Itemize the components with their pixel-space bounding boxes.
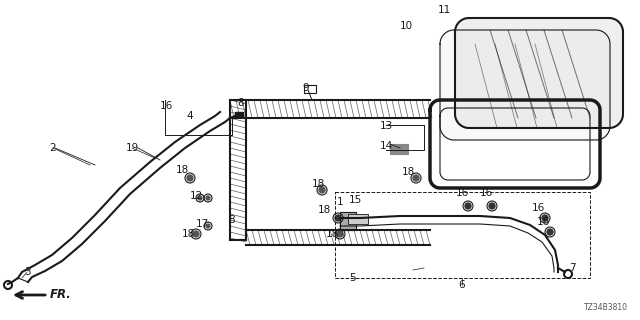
Text: TZ34B3810: TZ34B3810: [584, 303, 628, 312]
Bar: [348, 214, 368, 224]
Text: 3: 3: [24, 267, 30, 277]
Text: 18: 18: [175, 165, 189, 175]
Bar: [235, 112, 243, 117]
Text: 8: 8: [237, 98, 244, 108]
Circle shape: [198, 196, 202, 200]
Text: 10: 10: [399, 21, 413, 31]
Text: 4: 4: [187, 111, 193, 121]
Polygon shape: [440, 30, 610, 140]
Circle shape: [335, 215, 341, 221]
Text: 7: 7: [569, 263, 575, 273]
Text: 11: 11: [437, 5, 451, 15]
Circle shape: [413, 175, 419, 181]
Text: 16: 16: [159, 101, 173, 111]
Text: 19: 19: [125, 143, 139, 153]
Text: 14: 14: [380, 141, 392, 151]
Text: 5: 5: [349, 273, 355, 283]
Text: 15: 15: [348, 195, 362, 205]
Circle shape: [319, 187, 325, 193]
Text: 18: 18: [181, 229, 195, 239]
Text: 16: 16: [531, 203, 545, 213]
Circle shape: [465, 203, 471, 209]
Bar: [304, 85, 316, 93]
Text: 16: 16: [536, 217, 550, 227]
Text: 1: 1: [337, 197, 343, 207]
Text: 18: 18: [317, 205, 331, 215]
Circle shape: [206, 196, 210, 200]
Text: 8: 8: [228, 215, 236, 225]
Text: 16: 16: [479, 188, 493, 198]
Circle shape: [547, 229, 553, 235]
Text: 18: 18: [401, 167, 415, 177]
Polygon shape: [455, 18, 623, 128]
Circle shape: [489, 203, 495, 209]
Text: 18: 18: [325, 229, 339, 239]
Circle shape: [542, 215, 548, 221]
Text: 18: 18: [312, 179, 324, 189]
Text: FR.: FR.: [50, 289, 72, 301]
Text: 9: 9: [303, 83, 309, 93]
Text: 16: 16: [456, 188, 468, 198]
Circle shape: [337, 231, 343, 237]
Circle shape: [206, 224, 210, 228]
Bar: [390, 144, 408, 154]
Bar: [340, 212, 356, 230]
Text: 17: 17: [195, 219, 209, 229]
Circle shape: [187, 175, 193, 181]
Bar: [348, 214, 368, 224]
Text: 12: 12: [189, 191, 203, 201]
Text: 13: 13: [380, 121, 392, 131]
Circle shape: [193, 231, 199, 237]
Text: 2: 2: [50, 143, 56, 153]
Text: 6: 6: [459, 280, 465, 290]
Bar: [340, 212, 356, 230]
